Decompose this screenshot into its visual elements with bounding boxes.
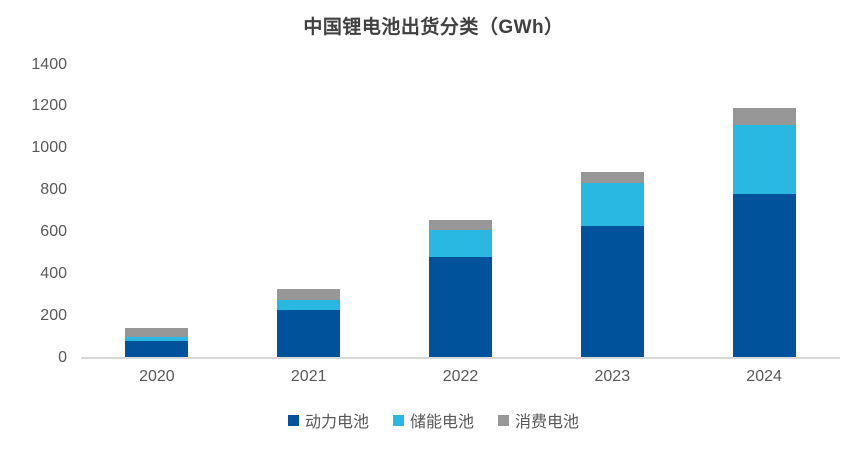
legend-item-power-battery: 动力电池 (287, 408, 369, 432)
x-axis-category-label: 2021 (290, 368, 327, 385)
y-axis-tick-label: 200 (40, 306, 67, 324)
legend-label: 储能电池 (409, 414, 474, 431)
legend-item-consumer-battery: 消费电池 (498, 408, 579, 432)
y-axis-tick-label: 800 (40, 181, 67, 199)
x-axis-category-label: 2023 (594, 368, 631, 385)
bar-segment-consumer-battery-2020 (125, 327, 189, 338)
bar-segment-energy-storage-battery-2022 (429, 229, 492, 258)
bar-segment-energy-storage-battery-2024 (732, 125, 796, 195)
bar-segment-power-battery-2024 (732, 194, 796, 358)
bar-segment-consumer-battery-2024 (732, 108, 796, 126)
bar-segment-consumer-battery-2022 (429, 220, 492, 230)
y-axis-tick-label: 400 (40, 264, 67, 282)
bar-segment-consumer-battery-2023 (580, 171, 644, 183)
bar-segment-power-battery-2020 (125, 340, 189, 358)
x-axis-category-label: 2022 (442, 368, 479, 385)
bar-segment-energy-storage-battery-2021 (277, 300, 341, 311)
y-axis-tick-label: 1400 (31, 55, 67, 73)
legend-swatch-icon (287, 414, 299, 426)
bar-segment-power-battery-2023 (580, 225, 644, 358)
bar-segment-energy-storage-battery-2023 (580, 182, 644, 226)
legend-swatch-icon (392, 414, 404, 426)
legend-item-energy-storage-battery: 储能电池 (392, 408, 474, 432)
bar-segment-consumer-battery-2021 (277, 289, 341, 301)
legend-swatch-icon (498, 414, 509, 426)
legend-label: 动力电池 (304, 414, 369, 431)
chart-title: 中国锂电池出货分类（GWh） (303, 17, 564, 38)
x-axis-category-label: 2020 (139, 368, 175, 385)
y-axis-tick-label: 0 (58, 348, 67, 366)
y-axis-tick-label: 600 (40, 222, 67, 240)
y-axis-tick-label: 1200 (31, 97, 67, 115)
bar-segment-power-battery-2022 (429, 257, 492, 358)
x-axis-line (81, 357, 840, 359)
y-axis-tick-label: 1000 (31, 139, 67, 157)
legend: 动力电池 储能电池 消费电池 (0, 408, 867, 432)
legend-label: 消费电池 (515, 414, 580, 431)
bar-segment-power-battery-2021 (277, 310, 341, 358)
x-axis-category-label: 2024 (746, 368, 782, 385)
bar-segment-energy-storage-battery-2020 (125, 337, 189, 341)
